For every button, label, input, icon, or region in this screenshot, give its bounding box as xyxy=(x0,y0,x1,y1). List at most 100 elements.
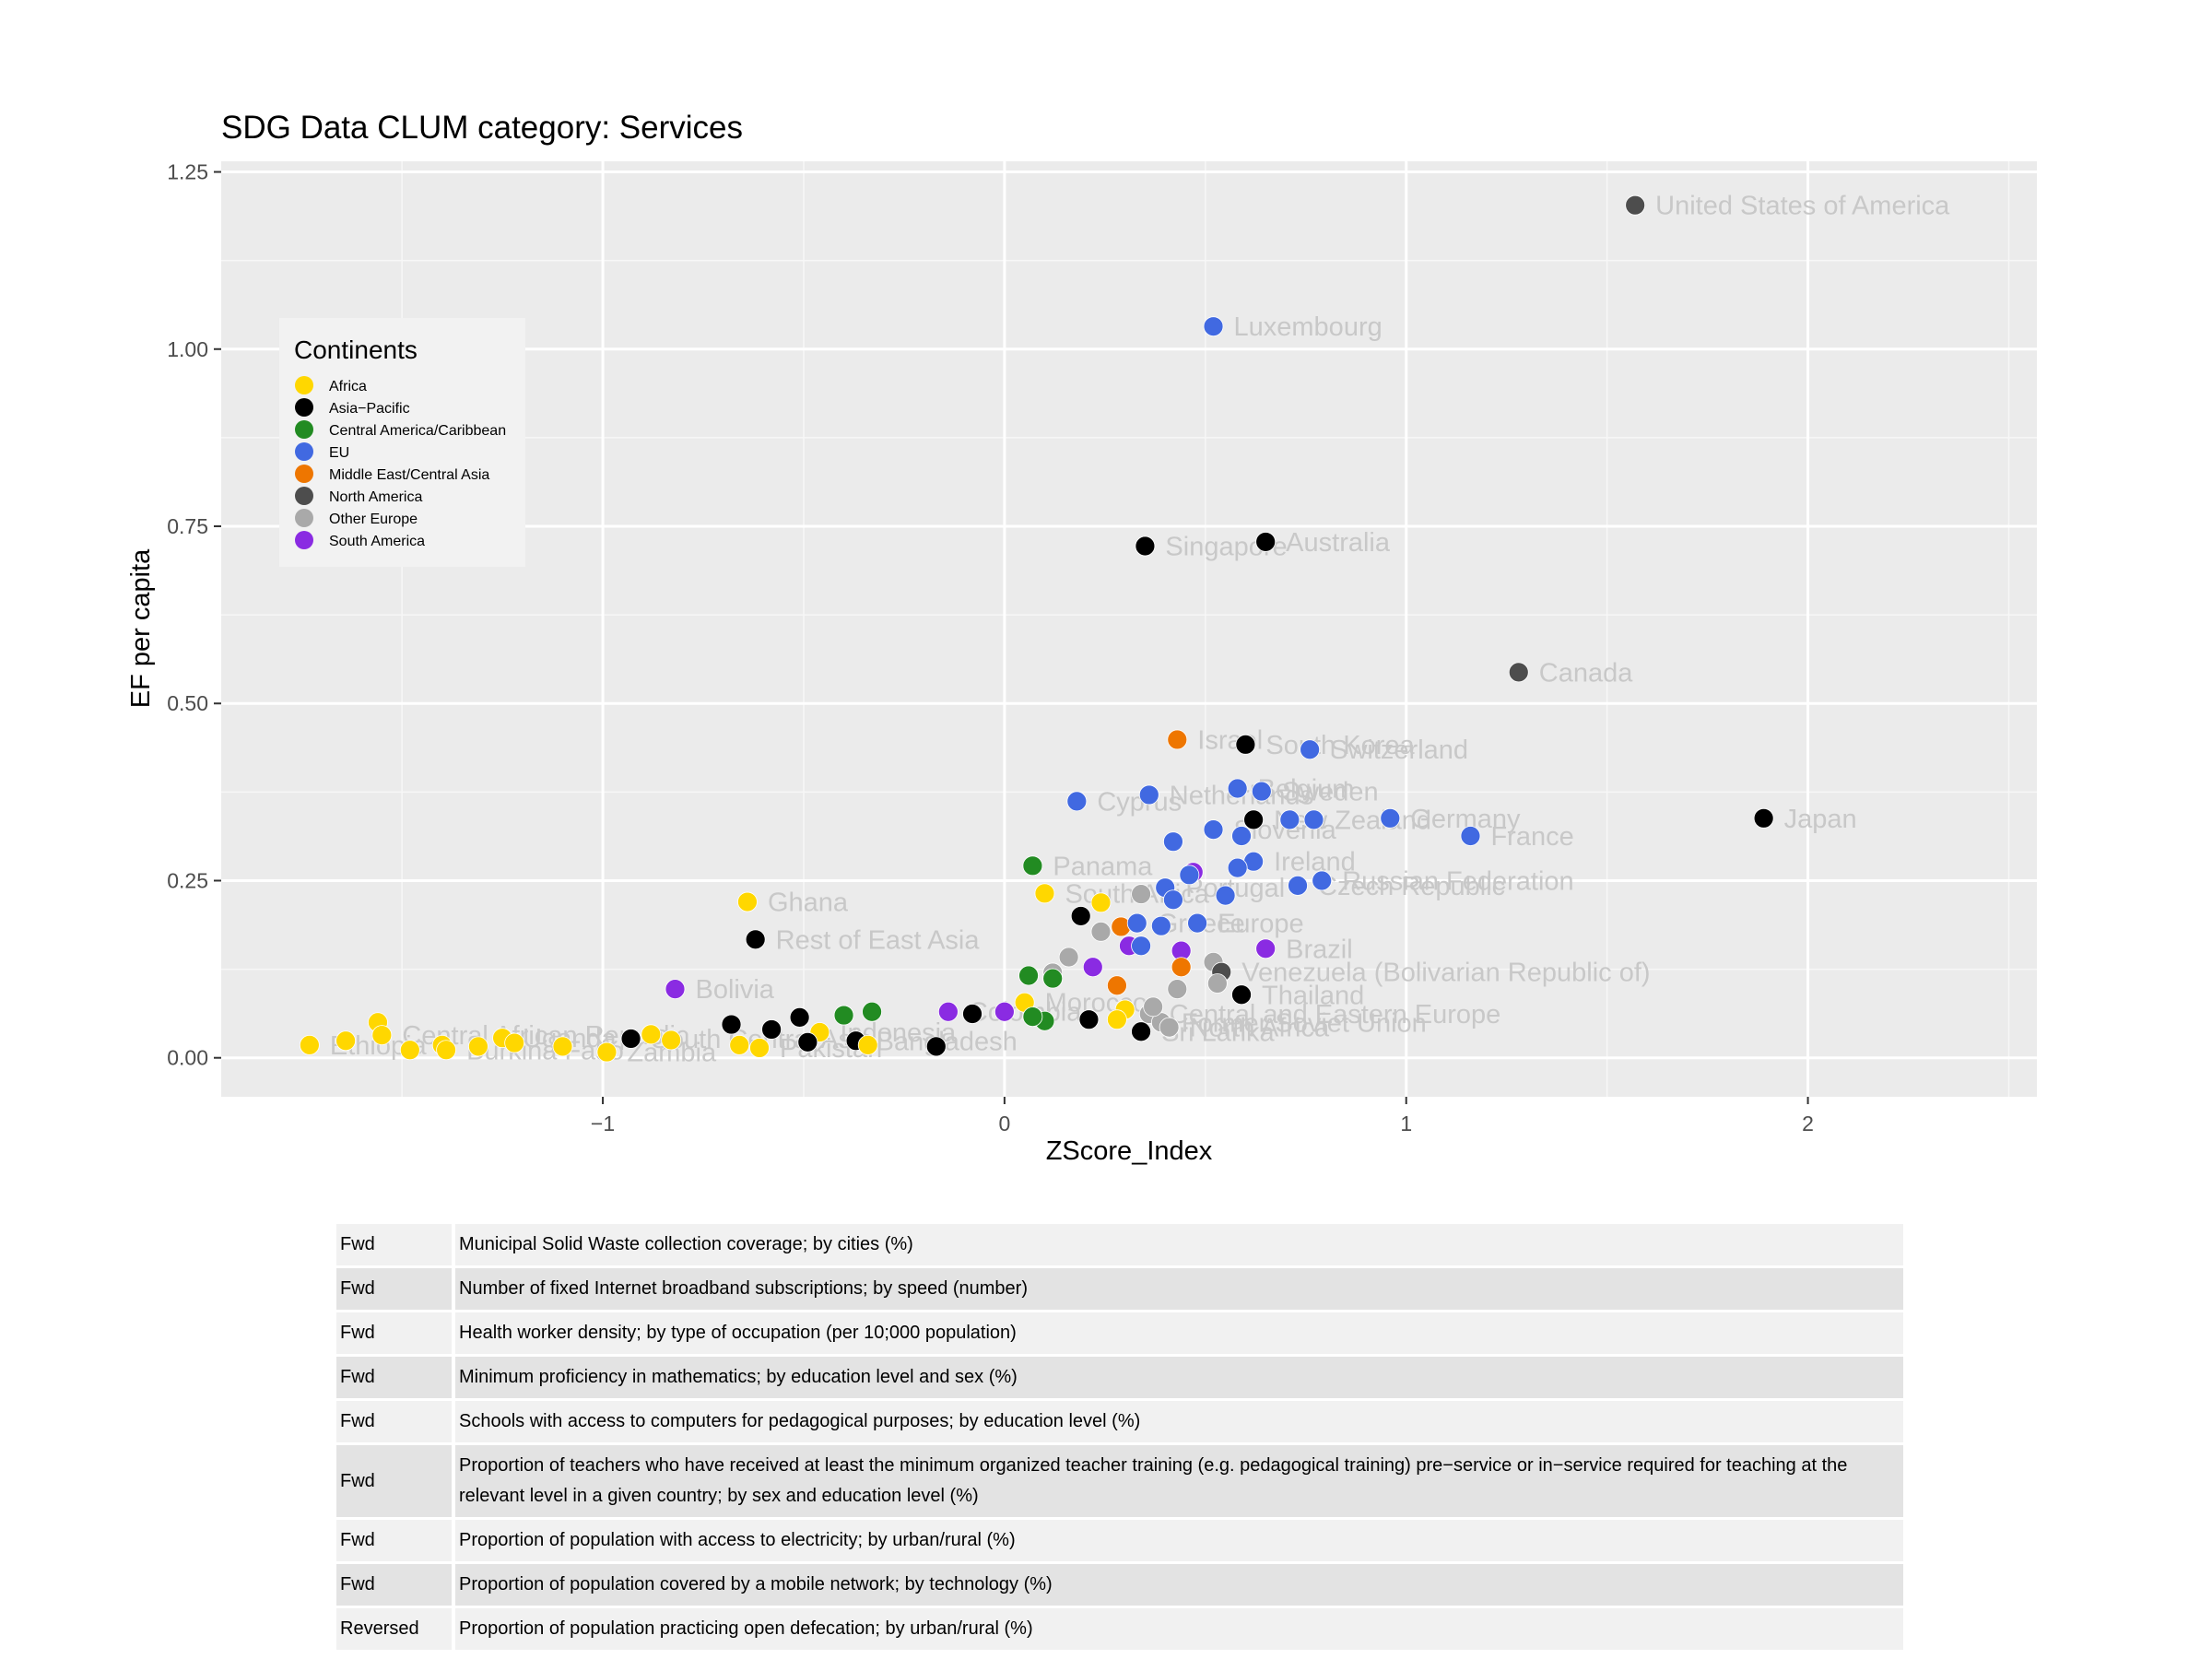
data-point xyxy=(857,1034,878,1055)
indicator-row: Fwd Municipal Solid Waste collection cove… xyxy=(336,1224,1903,1265)
data-point xyxy=(1203,316,1224,337)
point-label: Central and Eastern Europe xyxy=(1170,1000,1501,1030)
legend-key xyxy=(295,531,313,549)
legend-label: Other Europe xyxy=(329,512,418,527)
point-label: Canada xyxy=(1539,658,1633,688)
point-label: United States of America xyxy=(1655,192,1950,221)
x-tick-label: −1 xyxy=(591,1112,615,1135)
data-point xyxy=(335,1030,357,1052)
data-point xyxy=(1126,912,1147,934)
point-label: Belgium xyxy=(1258,775,1355,805)
data-points xyxy=(299,194,1774,1063)
point-label: Cyprus xyxy=(1097,787,1182,817)
point-label: Ghana xyxy=(768,888,849,918)
point-label: North Africa xyxy=(1190,1014,1330,1043)
data-point xyxy=(1227,778,1248,799)
data-point xyxy=(1171,957,1192,978)
data-point xyxy=(468,1036,488,1057)
data-point xyxy=(962,1004,982,1024)
point-label: Portugal xyxy=(1185,874,1285,903)
legend-key xyxy=(295,442,313,461)
point-label: Europe xyxy=(1218,910,1304,939)
indicator-row: Fwd Minimum proficiency in mathematics; b… xyxy=(336,1357,1903,1398)
legend-label: Asia−Pacific xyxy=(329,401,410,417)
indicator-row: Fwd Proportion of population covered by a… xyxy=(336,1564,1903,1606)
data-point xyxy=(1312,870,1333,891)
indicator-description: Health worker density; by type of occupa… xyxy=(455,1312,1903,1354)
data-point xyxy=(1303,809,1324,830)
data-point xyxy=(1167,979,1188,1000)
indicator-description: Municipal Solid Waste collection coverag… xyxy=(455,1224,1903,1265)
indicator-direction: Fwd xyxy=(336,1224,455,1265)
point-label: Venezuela (Bolivarian Republic of) xyxy=(1241,959,1650,988)
point-label: Luxembourg xyxy=(1234,312,1382,342)
data-point xyxy=(1243,809,1265,830)
indicator-direction: Fwd xyxy=(336,1520,455,1561)
data-point xyxy=(1288,875,1308,896)
indicator-row: Fwd Proportion of population with access … xyxy=(336,1520,1903,1561)
indicator-row: Fwd Proportion of teachers who have recei… xyxy=(336,1445,1903,1517)
indicator-direction: Fwd xyxy=(336,1268,455,1310)
indicator-description: Proportion of population with access to … xyxy=(455,1520,1903,1561)
data-point xyxy=(797,1031,818,1053)
data-point xyxy=(1251,781,1272,802)
legend-label: EU xyxy=(329,445,349,461)
data-point xyxy=(994,1001,1015,1022)
data-point xyxy=(1143,996,1164,1018)
data-point xyxy=(399,1040,420,1061)
data-point xyxy=(1022,1006,1043,1028)
data-point xyxy=(1300,739,1321,760)
data-point xyxy=(1255,938,1277,959)
data-point xyxy=(1215,885,1236,906)
data-point xyxy=(1159,1017,1180,1038)
point-label: Sri Lanka xyxy=(1161,1018,1275,1047)
data-point xyxy=(745,929,766,950)
data-point xyxy=(789,1006,810,1028)
x-tick-label: 2 xyxy=(1802,1112,1814,1135)
data-point xyxy=(1082,957,1103,978)
indicator-description: Proportion of population covered by a mo… xyxy=(455,1564,1903,1606)
legend-label: North America xyxy=(329,489,422,505)
indicator-direction: Fwd xyxy=(336,1312,455,1354)
data-point xyxy=(552,1036,573,1057)
data-point xyxy=(1090,921,1112,942)
data-point xyxy=(299,1034,320,1055)
point-label: Czech Republic xyxy=(1318,872,1505,901)
y-tick-label: 1.25 xyxy=(167,160,208,184)
data-point xyxy=(721,1014,742,1035)
legend-label: Central America/Caribbean xyxy=(329,423,506,439)
data-point xyxy=(620,1029,641,1049)
data-point xyxy=(1131,935,1151,957)
data-point xyxy=(504,1032,525,1053)
scatter-chart: SDG Data CLUM category: Services United … xyxy=(126,110,2037,1166)
data-point xyxy=(749,1038,770,1058)
legend-key xyxy=(295,487,313,505)
point-label: Russian Federation xyxy=(1342,866,1573,896)
indicator-direction: Fwd xyxy=(336,1357,455,1398)
y-tick-label: 0.25 xyxy=(167,868,208,892)
legend-label: South America xyxy=(329,534,425,549)
axes: −1 0 1 2 0.00 0.25 0.50 0.75 1.00 1.25 xyxy=(167,160,1814,1135)
legend-key xyxy=(295,420,313,439)
data-point xyxy=(1235,734,1256,755)
data-point xyxy=(862,1001,882,1022)
point-label: Brazil xyxy=(1286,935,1353,964)
point-label: Japan xyxy=(1784,805,1857,834)
data-point xyxy=(1231,826,1252,846)
y-tick-label: 1.00 xyxy=(167,337,208,361)
point-label: Switzerland xyxy=(1330,735,1468,765)
point-label: South Korea xyxy=(1265,731,1415,760)
legend-key xyxy=(295,376,313,394)
data-point xyxy=(1138,784,1159,806)
x-tick-label: 0 xyxy=(998,1112,1010,1135)
point-label: France xyxy=(1490,822,1573,852)
indicator-description: Proportion of population practicing open… xyxy=(455,1608,1903,1650)
legend-label: Africa xyxy=(329,379,367,394)
data-point xyxy=(1279,809,1300,830)
data-point xyxy=(1227,857,1248,878)
legend-key xyxy=(295,509,313,527)
data-point xyxy=(1206,973,1228,994)
data-point xyxy=(1078,1009,1100,1030)
data-point xyxy=(1163,831,1183,853)
data-point xyxy=(1203,819,1224,841)
